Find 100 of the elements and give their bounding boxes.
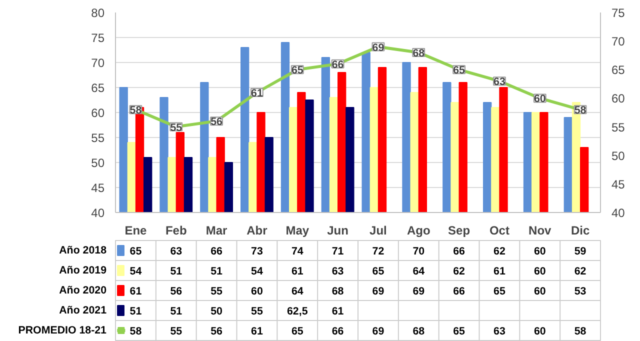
x-tick-label: Jul <box>370 224 387 238</box>
data-label: 51 <box>170 306 182 318</box>
data-label: 61 <box>291 266 304 278</box>
y2-tick-label: 45 <box>612 177 626 192</box>
text: 61 <box>251 88 263 100</box>
y2-tick-label: 70 <box>612 34 626 49</box>
data-label: 66 <box>210 246 223 258</box>
y2-tick-label: 65 <box>612 63 626 78</box>
data-label: 51 <box>170 266 182 278</box>
data-label: 61 <box>130 286 142 298</box>
text: 58 <box>574 104 586 117</box>
y-tick-label: 45 <box>91 181 105 195</box>
data-label: 66 <box>453 246 466 258</box>
y2-tick-label: 40 <box>612 206 626 220</box>
y-tick-label: 65 <box>91 81 105 95</box>
data-label: 50 <box>210 306 223 318</box>
data-label: 56 <box>210 326 223 338</box>
data-label: 63 <box>494 326 506 338</box>
legend-label: Año 2021 <box>59 304 107 316</box>
data-label: 61 <box>332 306 344 318</box>
data-label: 60 <box>534 286 546 298</box>
data-label: 65 <box>453 326 466 338</box>
text: 56 <box>210 116 222 128</box>
data-label: 59 <box>574 246 586 258</box>
data-label: 65 <box>130 246 142 258</box>
data-label: 56 <box>170 286 182 298</box>
data-label: 58 <box>574 326 586 338</box>
text: 63 <box>494 76 506 88</box>
data-label: 74 <box>291 246 304 258</box>
y-tick-label: 60 <box>91 106 105 120</box>
y-tick-label: 40 <box>91 206 105 220</box>
x-tick-label: Mar <box>206 224 228 238</box>
data-label: 60 <box>534 246 546 258</box>
text: 65 <box>291 64 304 77</box>
data-label: 60 <box>534 326 546 338</box>
y-tick-label: 55 <box>91 131 105 145</box>
legend-label: Año 2018 <box>59 244 107 256</box>
data-label: 53 <box>574 286 586 298</box>
legend-label: Año 2020 <box>59 284 107 296</box>
legend-label: PROMEDIO 18-21 <box>18 324 107 336</box>
x-tick-label: Ene <box>124 224 148 238</box>
data-label: 55 <box>210 286 223 298</box>
text: 69 <box>372 42 384 54</box>
data-label: 54 <box>251 266 263 278</box>
x-tick-label: Jun <box>327 224 348 238</box>
text: 60 <box>534 93 546 106</box>
text: 55 <box>170 122 182 134</box>
data-label: 61 <box>494 266 506 278</box>
data-label: 62 <box>494 246 506 258</box>
x-tick-label: Sep <box>448 224 470 238</box>
data-label: 68 <box>332 286 344 298</box>
x-tick-label: Ago <box>406 224 430 238</box>
data-label: 51 <box>130 306 142 318</box>
data-label: 51 <box>210 266 223 278</box>
data-label: 64 <box>291 286 304 298</box>
x-tick-label: Oct <box>489 224 510 238</box>
data-label: 70 <box>412 246 425 258</box>
y2-tick-label: 75 <box>612 6 626 20</box>
data-label: 71 <box>332 246 344 258</box>
x-tick-label: May <box>286 224 310 238</box>
x-tick-label: Feb <box>165 224 187 238</box>
x-tick-label: Abr <box>246 224 268 238</box>
data-label: 60 <box>251 286 263 298</box>
data-label: 65 <box>372 266 384 278</box>
x-tick-label: Dic <box>570 224 590 238</box>
data-label: 65 <box>494 286 506 298</box>
text: 68 <box>412 48 425 60</box>
data-label: 55 <box>251 306 263 318</box>
data-label: 61 <box>251 326 263 338</box>
data-label: 66 <box>453 286 466 298</box>
text: 66 <box>332 58 344 71</box>
y-tick-label: 70 <box>91 56 105 70</box>
data-label: 69 <box>372 326 384 338</box>
y-tick-label: 80 <box>91 6 105 20</box>
data-label: 69 <box>372 286 384 298</box>
x-tick-label: Nov <box>528 224 552 238</box>
data-label: 64 <box>412 266 425 278</box>
data-label: 62 <box>453 266 466 278</box>
data-label: 63 <box>170 246 182 258</box>
text: 65 <box>453 64 465 77</box>
data-label: 73 <box>251 246 263 258</box>
data-label: 62 <box>574 266 586 278</box>
y2-tick-label: 60 <box>612 92 626 106</box>
data-label: 66 <box>332 326 344 338</box>
data-label: 54 <box>130 266 142 278</box>
legend-label: Año 2019 <box>59 264 107 276</box>
data-label: 60 <box>534 266 546 278</box>
data-label: 55 <box>170 326 182 338</box>
data-label: 72 <box>372 246 384 258</box>
y2-tick-label: 55 <box>612 120 626 134</box>
data-label: 65 <box>291 326 304 338</box>
data-label: 63 <box>332 266 344 278</box>
y2-tick-label: 50 <box>612 148 626 163</box>
data-label: 69 <box>412 286 425 298</box>
data-label: 58 <box>130 326 142 338</box>
y-tick-label: 50 <box>91 156 105 170</box>
y-tick-label: 75 <box>91 31 105 45</box>
text: 58 <box>130 104 142 117</box>
data-label: 62,5 <box>287 306 308 318</box>
data-label: 68 <box>412 326 425 338</box>
